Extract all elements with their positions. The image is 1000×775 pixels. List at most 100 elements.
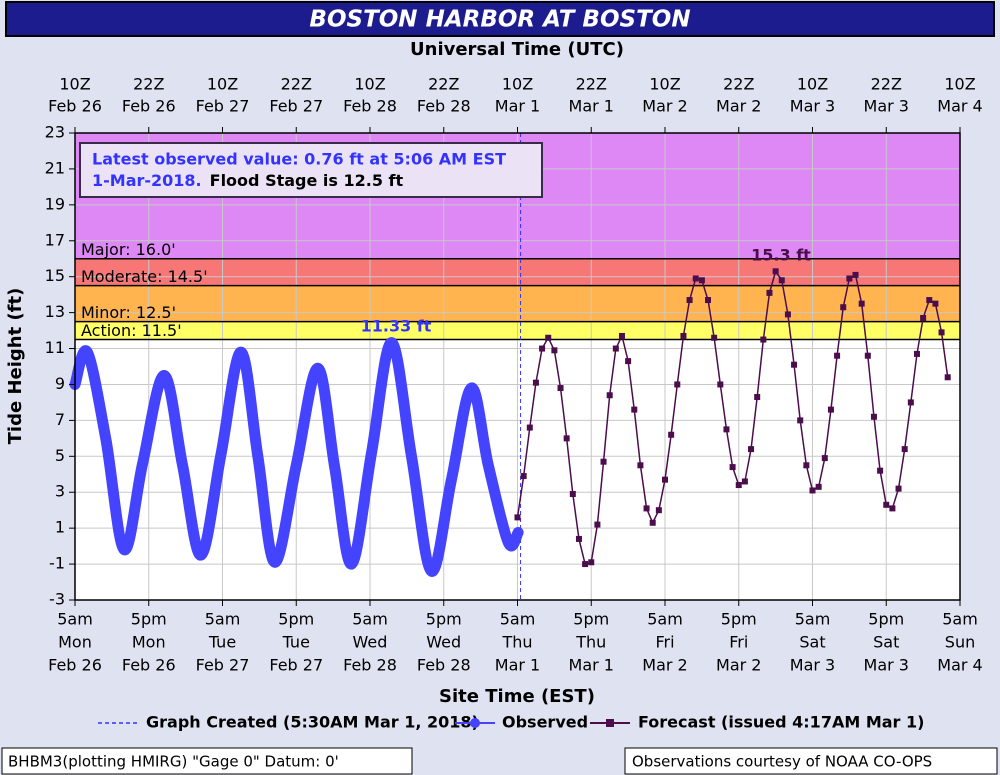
forecast-marker [827, 406, 834, 413]
y-tick-label: 23 [45, 123, 65, 142]
footer-box [1, 747, 413, 775]
x2-tick-label: Mar 4 [937, 97, 982, 116]
legend: Graph Created (5:30AM Mar 1, 2018) Obser… [98, 713, 924, 732]
y-tick-label: 7 [55, 410, 65, 429]
x2-tick-label: Feb 26 [48, 97, 102, 116]
x-tick-label: Wed [353, 633, 388, 652]
x2-tick-label: Feb 26 [122, 97, 176, 116]
forecast-marker [907, 399, 914, 406]
flood-stage-label: Minor: 12.5' [81, 303, 176, 322]
info-box [79, 142, 543, 198]
x2-tick-label: 22Z [871, 75, 902, 94]
title-bar [5, 1, 995, 37]
forecast-marker [784, 311, 791, 318]
y-tick-label: 17 [45, 230, 65, 249]
forecast-marker [563, 435, 570, 442]
x-tick-label: Feb 26 [48, 656, 102, 675]
x-tick-label: Feb 27 [196, 656, 250, 675]
forecast-marker [569, 491, 576, 498]
y-tick-label: 5 [55, 446, 65, 465]
x2-tick-label: Feb 28 [343, 97, 397, 116]
y-tick-label: 19 [45, 194, 65, 213]
plot-area: Action: 11.5'Minor: 12.5' Moderate: 14.5'… [69, 132, 961, 601]
x-tick-label: Feb 28 [417, 656, 471, 675]
forecast-marker [711, 334, 718, 341]
forecast-marker [643, 505, 650, 512]
x-tick-label: Mar 3 [864, 656, 909, 675]
x-tick-label: Mar 4 [937, 656, 982, 675]
y-tick-label: 15 [45, 266, 65, 285]
forecast-marker [913, 350, 920, 357]
x-tick-label: Mar 2 [716, 656, 761, 675]
x-tick-label: 5pm [868, 610, 904, 629]
forecast-marker [778, 277, 785, 284]
x2-axis-label: Universal Time (UTC) [410, 39, 624, 60]
y-tick-label: 3 [55, 482, 65, 501]
x2-tick-label: Mar 1 [495, 97, 540, 116]
x-tick-label: 5am [500, 610, 536, 629]
forecast-marker [575, 535, 582, 542]
x2-tick-label: 22Z [281, 75, 312, 94]
x-tick-label: 5pm [721, 610, 757, 629]
forecast-marker [754, 394, 761, 401]
x-tick-label: Mar 1 [495, 656, 540, 675]
annotation: 11.33 ft [361, 317, 432, 336]
x-tick-label: Feb 27 [269, 656, 323, 675]
forecast-marker [938, 329, 945, 336]
x-tick-label: Wed [426, 633, 461, 652]
x-tick-label: 5am [942, 610, 978, 629]
forecast-marker [545, 334, 552, 341]
legend-label: Forecast (issued 4:17AM Mar 1) [638, 713, 924, 732]
forecast-marker [797, 417, 804, 424]
x-tick-label: 5am [352, 610, 388, 629]
x-axis-label: Site Time (EST) [439, 686, 595, 707]
legend-label: Observed [502, 713, 588, 732]
forecast-marker [668, 431, 675, 438]
x2-tick-label: 10Z [797, 75, 828, 94]
x-tick-label: Mar 2 [642, 656, 687, 675]
x2-tick-label: 22Z [576, 75, 607, 94]
x2-tick-label: 10Z [354, 75, 385, 94]
legend-forecast-marker [606, 719, 614, 727]
y-tick-label: 1 [55, 518, 65, 537]
forecast-marker [766, 289, 773, 296]
forecast-marker [723, 426, 730, 433]
x-tick-label: 5am [647, 610, 683, 629]
forecast-marker [526, 424, 533, 431]
forecast-marker [686, 297, 693, 304]
forecast-marker [618, 332, 625, 339]
forecast-marker [748, 446, 755, 453]
x-tick-label: Sat [799, 633, 825, 652]
x-tick-label: 5pm [131, 610, 167, 629]
forecast-marker [834, 352, 841, 359]
forecast-marker [864, 352, 871, 359]
x-tick-label: Mar 1 [569, 656, 614, 675]
forecast-marker [588, 559, 595, 566]
forecast-marker [698, 277, 705, 284]
forecast-marker [612, 345, 619, 352]
y-axis-label: Tide Height (ft) [5, 288, 26, 445]
forecast-marker [895, 485, 902, 492]
forecast-marker [717, 381, 724, 388]
x-tick-label: 5pm [278, 610, 314, 629]
forecast-marker [944, 374, 951, 381]
x-tick-label: 5pm [426, 610, 462, 629]
info-text: Latest observed value: 0.76 ft at 5:06 A… [92, 150, 506, 169]
forecast-marker [532, 379, 539, 386]
observed-line [69, 337, 524, 577]
forecast-marker [803, 462, 810, 469]
forecast-marker [772, 268, 779, 275]
forecast-marker [821, 455, 828, 462]
flood-stage-label: Action: 11.5' [81, 321, 182, 340]
forecast-marker [705, 297, 712, 304]
x-tick-label: 5am [795, 610, 831, 629]
x-tick-label: Feb 28 [343, 656, 397, 675]
info-flood: Flood Stage is 12.5 ft [210, 171, 404, 190]
x2-tick-label: Feb 28 [417, 97, 471, 116]
forecast-marker [649, 519, 656, 526]
forecast-marker [551, 347, 558, 354]
forecast-marker [926, 297, 933, 304]
info-text: 1-Mar-2018. Flood Stage is 12.5 ft [92, 171, 403, 190]
